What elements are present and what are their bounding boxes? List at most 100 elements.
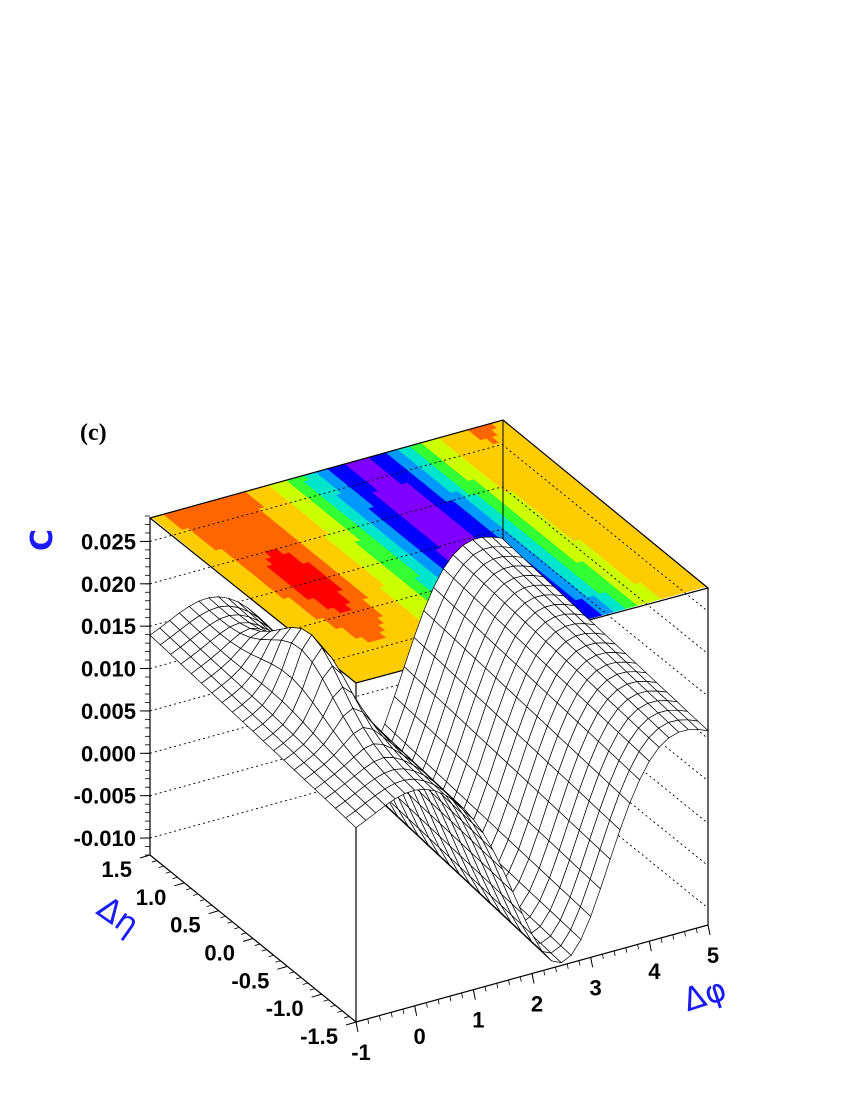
z-gridline-right	[501, 613, 709, 782]
x-minor-tick	[707, 924, 710, 931]
y-minor-tick	[234, 926, 240, 930]
y-minor-tick	[261, 949, 267, 952]
y-axis: 1.51.00.50.0-0.5 -1.0 -1.5	[101, 854, 357, 1049]
x-minor-tick	[672, 934, 675, 940]
y-minor-tick	[179, 882, 185, 885]
x-minor-tick	[414, 1005, 417, 1011]
x-minor-tick	[508, 979, 510, 986]
y-minor-tick	[186, 888, 192, 891]
x-minor-tick	[437, 999, 440, 1005]
y-minor-tick	[206, 904, 212, 907]
x-minor-tick	[426, 1002, 428, 1008]
y-minor-tick	[213, 910, 219, 913]
x-tick-label: 1	[472, 1008, 484, 1033]
x-minor-tick	[625, 947, 628, 953]
y-minor-tick	[192, 893, 199, 896]
y-minor-tick	[309, 988, 315, 991]
y-minor-tick	[337, 1010, 343, 1013]
z-gridline-right	[501, 655, 709, 824]
surface-mesh	[149, 536, 710, 964]
y-minor-tick	[350, 1021, 357, 1024]
y-tick-label: 0.5	[170, 913, 201, 938]
y-minor-tick	[330, 1004, 336, 1008]
x-minor-tick	[367, 1018, 370, 1024]
z-gridline-back	[149, 655, 503, 754]
x-minor-tick	[543, 970, 546, 976]
y-minor-tick	[172, 876, 178, 880]
z-gridline-right	[501, 740, 709, 909]
x-minor-tick	[684, 931, 686, 937]
x-minor-tick	[590, 957, 593, 963]
x-minor-tick	[566, 963, 569, 969]
x-minor-tick	[648, 941, 651, 947]
x-minor-tick	[531, 973, 534, 979]
z-tick-label: -0.010	[74, 826, 136, 851]
x-minor-tick	[578, 960, 581, 966]
y-tick-label: 1.0	[136, 885, 167, 910]
y-minor-tick	[282, 965, 288, 969]
y-minor-tick	[323, 999, 329, 1002]
x-tick-label: 4	[648, 959, 661, 984]
x-minor-tick	[379, 1015, 381, 1021]
y-tick-label: -1.0	[266, 996, 304, 1021]
x-minor-tick	[472, 989, 475, 995]
y-minor-tick	[289, 971, 295, 974]
y-minor-tick	[227, 921, 233, 924]
z-gridline-right	[501, 528, 709, 697]
y-minor-tick	[316, 993, 322, 997]
y-minor-tick	[302, 982, 309, 985]
z-tick-label: 0.020	[81, 572, 136, 597]
x-axis-title: Δφ	[678, 970, 731, 1019]
x-minor-tick	[660, 937, 663, 944]
y-minor-tick	[220, 915, 226, 919]
z-tick-label: -0.005	[74, 784, 136, 809]
y-tick-label: 1.5	[101, 857, 132, 882]
x-minor-tick	[496, 983, 499, 989]
x-tick-label: -1	[351, 1040, 371, 1065]
z-gridline-back	[149, 443, 503, 542]
z-tick-label: 0.025	[81, 529, 136, 554]
x-minor-tick	[555, 966, 557, 973]
z-axis: 0.025 0.020 0.015 0.010 0.005 0.000 -0.005 -0.0…	[74, 515, 150, 856]
y-minor-tick	[241, 932, 247, 935]
z-tick-label: 0.005	[81, 699, 136, 724]
z-gridline-back	[149, 698, 503, 797]
y-tick-label: -0.5	[231, 968, 269, 993]
z-tick-label: 0.000	[81, 741, 136, 766]
z-gridline-right	[501, 444, 709, 612]
x-minor-tick	[402, 1008, 405, 1015]
z-gridline-back	[149, 486, 503, 585]
x-minor-tick	[484, 986, 487, 992]
z-gridline-back	[149, 613, 503, 712]
y-minor-tick	[158, 865, 164, 869]
z-gridline-right	[501, 486, 709, 655]
x-minor-tick	[695, 928, 698, 934]
panel-label: (c)	[80, 420, 107, 446]
x-minor-tick	[637, 944, 639, 950]
y-minor-tick	[268, 954, 274, 958]
z-axis-title: C	[25, 529, 60, 551]
x-minor-tick	[355, 1021, 358, 1028]
x-minor-tick	[461, 992, 463, 998]
x-tick-label: 2	[531, 992, 543, 1017]
y-minor-tick	[344, 1016, 350, 1019]
y-minor-tick	[199, 899, 206, 902]
y-tick-label: 0.0	[204, 941, 235, 966]
x-tick-label: 0	[414, 1024, 426, 1049]
z-gridline-right	[501, 698, 709, 867]
y-minor-tick	[295, 977, 302, 980]
y-minor-tick	[275, 960, 281, 963]
y-tick-label: -1.5	[300, 1024, 338, 1049]
x-minor-tick	[519, 976, 522, 982]
z-gridline-back	[149, 740, 503, 839]
y-minor-tick	[165, 871, 171, 874]
x-minor-tick	[613, 950, 616, 956]
x-minor-tick	[602, 954, 604, 960]
x-tick-label: 3	[590, 975, 602, 1000]
z-tick-label: 0.015	[81, 614, 136, 639]
x-minor-tick	[390, 1012, 393, 1018]
y-minor-tick	[151, 860, 157, 863]
x-tick-label: 5	[707, 943, 719, 968]
y-minor-tick	[247, 938, 254, 941]
